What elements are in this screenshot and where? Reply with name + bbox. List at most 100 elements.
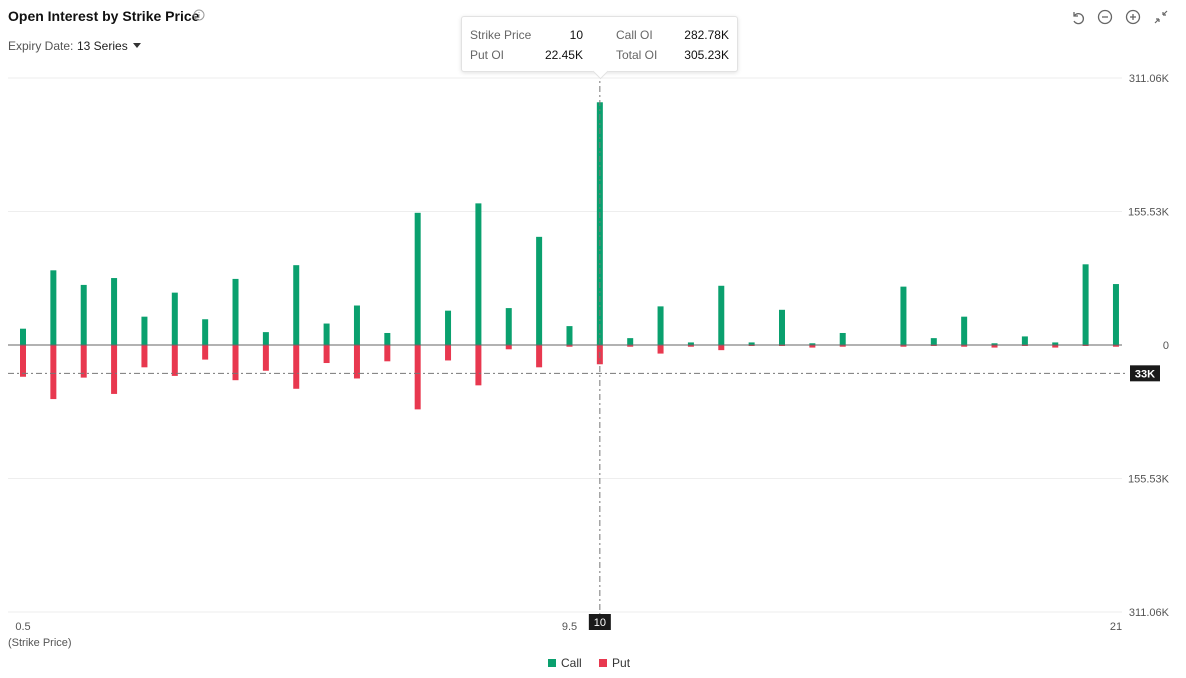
call-bar[interactable] xyxy=(80,284,87,345)
put-bar[interactable] xyxy=(718,345,725,351)
tooltip-total-value: 305.23K xyxy=(684,48,729,62)
call-bar[interactable] xyxy=(839,332,846,345)
put-bar[interactable] xyxy=(809,345,816,348)
put-bar[interactable] xyxy=(323,345,330,364)
put-bar[interactable] xyxy=(1112,345,1119,347)
info-icon[interactable] xyxy=(193,9,205,21)
put-bar[interactable] xyxy=(414,345,421,410)
call-bar[interactable] xyxy=(991,343,998,345)
put-bar[interactable] xyxy=(353,345,360,379)
call-bar[interactable] xyxy=(657,306,664,345)
tooltip: Strike Price 10 Call OI 282.78K Put OI 2… xyxy=(461,16,738,80)
put-bar[interactable] xyxy=(262,345,269,371)
call-bar[interactable] xyxy=(202,319,209,345)
legend-put-label: Put xyxy=(612,656,631,670)
put-bar[interactable] xyxy=(961,345,968,347)
call-bar[interactable] xyxy=(596,102,603,345)
put-bar[interactable] xyxy=(293,345,300,389)
call-bar[interactable] xyxy=(779,309,785,345)
crosshair-x-label: 10 xyxy=(594,617,606,629)
chart-title: Open Interest by Strike Price xyxy=(8,8,200,24)
y-tick-label: 311.06K xyxy=(1129,607,1170,619)
call-bar[interactable] xyxy=(1021,336,1028,345)
expiry-dropdown[interactable]: 13 Series xyxy=(77,39,141,53)
crosshair-y-label: 33K xyxy=(1135,368,1155,380)
call-bar[interactable] xyxy=(566,326,573,345)
reset-icon[interactable] xyxy=(1068,8,1086,26)
put-bar[interactable] xyxy=(839,345,846,347)
put-bar[interactable] xyxy=(384,345,391,362)
put-bar[interactable] xyxy=(991,345,998,348)
tooltip-strike-value: 10 xyxy=(569,28,583,42)
call-bar[interactable] xyxy=(930,338,937,345)
x-tick-label: 0.5 xyxy=(15,621,30,633)
put-bar[interactable] xyxy=(475,345,482,386)
put-bar[interactable] xyxy=(505,345,512,350)
put-swatch xyxy=(599,659,608,667)
call-bar[interactable] xyxy=(475,203,482,345)
call-bar[interactable] xyxy=(414,212,421,345)
put-bar[interactable] xyxy=(566,345,573,347)
legend-item-put[interactable]: Put xyxy=(599,656,630,670)
call-bar[interactable] xyxy=(445,310,452,345)
call-bar[interactable] xyxy=(50,270,57,345)
call-bar[interactable] xyxy=(505,308,512,345)
crosshair-x-badge xyxy=(588,614,611,630)
put-bar[interactable] xyxy=(50,345,57,400)
put-bar[interactable] xyxy=(80,345,87,378)
call-bar[interactable] xyxy=(687,342,694,345)
tooltip-put-value: 22.45K xyxy=(544,48,583,62)
put-bar[interactable] xyxy=(900,345,907,347)
chevron-down-icon xyxy=(132,43,141,48)
put-bar[interactable] xyxy=(687,345,694,347)
call-bar[interactable] xyxy=(627,338,634,345)
call-bar[interactable] xyxy=(384,332,391,345)
call-bar[interactable] xyxy=(536,236,543,345)
crosshair-y-badge xyxy=(1130,365,1160,382)
put-bar[interactable] xyxy=(141,345,148,368)
x-axis-label: (Strike Price) xyxy=(8,637,72,649)
call-bar[interactable] xyxy=(293,265,300,345)
x-tick-label: 9.5 xyxy=(562,621,577,633)
call-bar[interactable] xyxy=(900,286,907,345)
call-bar[interactable] xyxy=(232,278,239,345)
put-bar[interactable] xyxy=(20,345,26,377)
put-bar[interactable] xyxy=(232,345,239,381)
put-bar[interactable] xyxy=(536,345,543,368)
call-bar[interactable] xyxy=(323,323,330,345)
call-bar[interactable] xyxy=(718,285,725,345)
call-bar[interactable] xyxy=(262,332,269,345)
y-tick-label: 311.06K xyxy=(1129,73,1170,85)
zoom-in-icon[interactable] xyxy=(1124,8,1142,26)
put-bar[interactable] xyxy=(171,345,178,376)
tooltip-call-value: 282.78K xyxy=(684,28,729,42)
tooltip-call-label: Call OI xyxy=(616,28,653,42)
legend-item-call[interactable]: Call xyxy=(548,656,582,670)
call-bar[interactable] xyxy=(748,342,755,345)
zoom-out-icon[interactable] xyxy=(1096,8,1114,26)
put-bar[interactable] xyxy=(445,345,452,361)
tooltip-total-label: Total OI xyxy=(616,48,658,62)
put-bar[interactable] xyxy=(657,345,664,354)
call-bar[interactable] xyxy=(20,328,26,345)
collapse-icon[interactable] xyxy=(1152,8,1170,26)
call-bar[interactable] xyxy=(111,278,118,345)
call-bar[interactable] xyxy=(353,305,360,345)
put-bar[interactable] xyxy=(111,345,118,394)
put-bar[interactable] xyxy=(202,345,209,360)
call-bar[interactable] xyxy=(1082,264,1089,345)
call-swatch xyxy=(548,659,556,667)
y-tick-label: 0 xyxy=(1163,340,1169,352)
call-bar[interactable] xyxy=(809,343,816,345)
put-bar[interactable] xyxy=(627,345,634,347)
x-tick-label: 21 xyxy=(1110,621,1122,633)
call-bar[interactable] xyxy=(1112,284,1119,345)
call-bar[interactable] xyxy=(961,316,968,345)
y-tick-label: 155.53K xyxy=(1128,207,1170,219)
call-bar[interactable] xyxy=(171,292,178,345)
put-bar[interactable] xyxy=(1052,345,1059,348)
call-bar[interactable] xyxy=(141,316,148,345)
y-tick-label: 155.53K xyxy=(1128,474,1170,486)
call-bar[interactable] xyxy=(1052,342,1059,345)
